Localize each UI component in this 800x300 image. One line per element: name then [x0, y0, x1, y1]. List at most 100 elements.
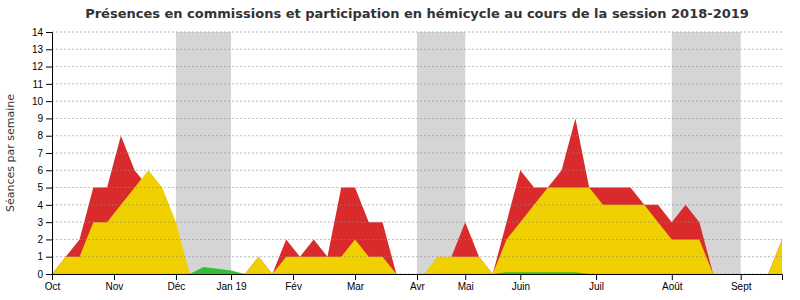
- grid-line: [52, 204, 782, 205]
- y-axis: 01234567891011121314: [32, 27, 53, 280]
- grid-line: [52, 135, 782, 136]
- x-tick: Mai: [458, 274, 474, 292]
- axis-line: [53, 275, 783, 281]
- y-tick: 5: [37, 182, 52, 193]
- tick-mark: [417, 274, 418, 280]
- tick-label: 8: [37, 130, 43, 141]
- tick-label: Juin: [512, 281, 530, 292]
- grid-line: [52, 170, 782, 171]
- x-tick: Jan 19: [217, 274, 247, 292]
- grid-line: [52, 153, 782, 154]
- tick-label: 2: [37, 234, 43, 245]
- area-series: [52, 118, 782, 274]
- y-tick: 11: [33, 79, 52, 90]
- tick-label: Fév: [285, 281, 302, 292]
- tick-label: 9: [37, 113, 43, 124]
- grid-line: [52, 83, 782, 84]
- tick-mark: [672, 274, 673, 280]
- grid-line: [52, 49, 782, 50]
- tick-mark: [46, 170, 52, 171]
- x-tick: Sept: [731, 274, 752, 292]
- tick-label: 10: [32, 96, 44, 107]
- tick-mark: [465, 274, 466, 280]
- tick-label: Mai: [458, 281, 474, 292]
- tick-label: 6: [37, 165, 43, 176]
- tick-label: Juil: [589, 281, 604, 292]
- tick-mark: [596, 274, 597, 280]
- tick-label: Sept: [731, 281, 752, 292]
- grid-line: [52, 187, 782, 188]
- tick-mark: [741, 274, 742, 280]
- x-tick: Nov: [106, 274, 124, 292]
- tick-mark: [46, 84, 52, 85]
- y-axis-title: Séances par semaine: [4, 94, 17, 212]
- tick-mark: [46, 136, 52, 137]
- area-series: [52, 267, 782, 274]
- tick-label: Déc: [168, 281, 186, 292]
- axis-line: [46, 33, 53, 275]
- grid-line: [52, 101, 782, 102]
- tick-mark: [46, 101, 52, 102]
- tick-label: Oct: [45, 281, 61, 292]
- tick-label: 0: [37, 269, 43, 280]
- y-tick: 4: [37, 200, 52, 211]
- tick-mark: [46, 205, 52, 206]
- y-tick: 7: [37, 148, 52, 159]
- x-tick: Avr: [410, 274, 425, 292]
- tick-label: 5: [37, 182, 43, 193]
- y-tick: 12: [32, 61, 52, 72]
- tick-mark: [46, 239, 52, 240]
- tick-mark: [176, 274, 177, 280]
- x-tick: Déc: [168, 274, 186, 292]
- grid-line: [52, 32, 782, 33]
- x-tick: Juin: [512, 274, 530, 292]
- title: Présences en commissions et participatio…: [85, 6, 749, 21]
- grid-line: [52, 222, 782, 223]
- tick-mark: [355, 274, 356, 280]
- chart: Oct Nov Déc Jan 19 Fév Mar Avr Mai Juin Juil Août S…: [0, 0, 800, 300]
- tick-label: Août: [662, 281, 683, 292]
- tick-mark: [231, 274, 232, 280]
- y-tick: 13: [32, 44, 52, 55]
- x-tick: Juil: [589, 274, 604, 292]
- grid: [52, 32, 782, 274]
- y-tick: 3: [37, 217, 52, 228]
- y-tick: 14: [32, 27, 52, 38]
- tick-mark: [46, 153, 52, 154]
- tick-label: 7: [37, 148, 43, 159]
- x-tick: Oct: [45, 274, 61, 292]
- x-axis: Oct Nov Déc Jan 19 Fév Mar Avr Mai Juin Juil Août S…: [45, 274, 783, 292]
- tick-mark: [46, 188, 52, 189]
- tick-mark: [46, 118, 52, 119]
- y-tick: 6: [37, 165, 52, 176]
- x-tick: Fév: [285, 274, 302, 292]
- tick-label: 11: [33, 79, 44, 90]
- tick-label: 12: [32, 61, 44, 72]
- data-layer: [52, 32, 782, 274]
- y-tick: 8: [37, 130, 52, 141]
- y-tick: 2: [37, 234, 52, 245]
- plot: Oct Nov Déc Jan 19 Fév Mar Avr Mai Juin Juil Août S…: [32, 27, 783, 292]
- y-tick: 1: [37, 251, 52, 262]
- y-tick: 9: [37, 113, 52, 124]
- x-tick: Août: [662, 274, 683, 292]
- tick-label: Avr: [410, 281, 425, 292]
- tick-mark: [46, 49, 52, 50]
- tick-label: Mar: [347, 281, 365, 292]
- tick-mark: [46, 222, 52, 223]
- tick-mark: [114, 274, 115, 280]
- tick-label: 13: [32, 44, 44, 55]
- tick-mark: [46, 257, 52, 258]
- tick-label: 1: [37, 251, 43, 262]
- area-series: [52, 170, 782, 274]
- y-tick: 0: [37, 269, 52, 280]
- tick-mark: [293, 274, 294, 280]
- tick-mark: [46, 32, 52, 33]
- tick-label: Nov: [106, 281, 124, 292]
- tick-mark: [46, 274, 52, 275]
- tick-mark: [46, 67, 52, 68]
- grid-line: [52, 256, 782, 257]
- grid-line: [52, 66, 782, 67]
- y-tick: 10: [32, 96, 52, 107]
- tick-label: 14: [32, 27, 44, 38]
